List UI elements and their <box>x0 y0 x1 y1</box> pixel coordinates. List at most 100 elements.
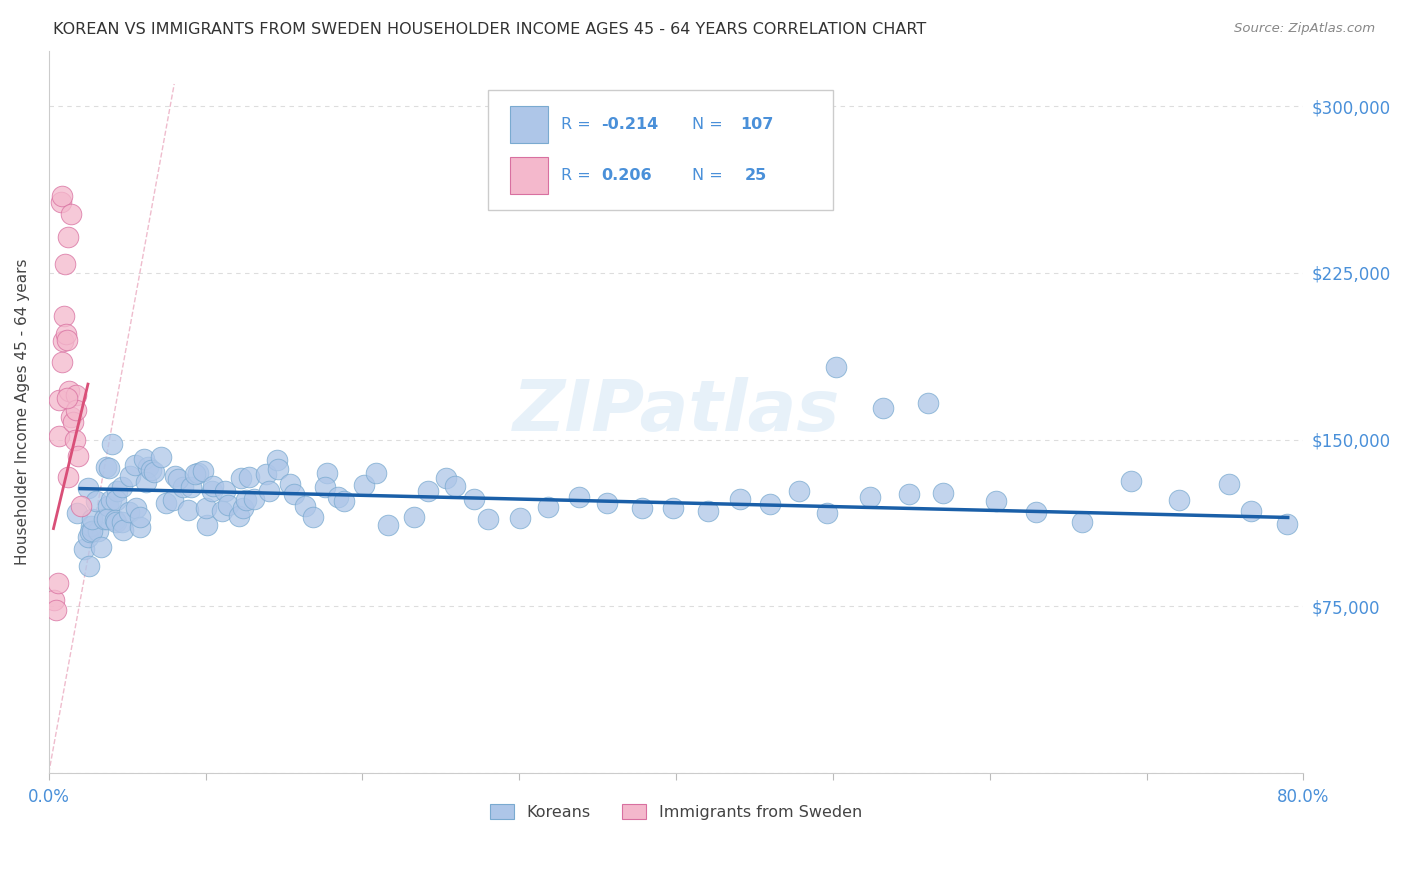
Point <box>117 505 139 519</box>
Point <box>172 480 194 494</box>
Point <box>509 511 531 525</box>
Point <box>1167 493 1189 508</box>
Point <box>404 509 426 524</box>
Point <box>51 355 73 369</box>
Text: N =: N = <box>692 117 723 132</box>
Text: N =: N = <box>692 169 723 183</box>
Point <box>214 484 236 499</box>
Point <box>100 492 122 507</box>
Point <box>53 257 76 271</box>
Point <box>366 467 388 481</box>
Point <box>105 483 128 498</box>
Point <box>155 495 177 509</box>
Point <box>46 576 69 591</box>
Point <box>49 194 72 209</box>
Point <box>125 500 148 515</box>
Point <box>187 466 209 480</box>
Point <box>58 229 80 244</box>
Point <box>48 392 70 407</box>
Point <box>149 450 172 464</box>
Point <box>931 486 953 500</box>
Text: 0.206: 0.206 <box>600 169 651 183</box>
Point <box>333 494 356 508</box>
Point <box>1070 515 1092 529</box>
Text: R =: R = <box>561 169 596 183</box>
Text: KOREAN VS IMMIGRANTS FROM SWEDEN HOUSEHOLDER INCOME AGES 45 - 64 YEARS CORRELATI: KOREAN VS IMMIGRANTS FROM SWEDEN HOUSEHO… <box>53 22 927 37</box>
Point <box>100 437 122 451</box>
Point <box>167 473 190 487</box>
Point <box>315 466 337 480</box>
Point <box>254 467 277 481</box>
Point <box>66 449 89 463</box>
Point <box>163 469 186 483</box>
Point <box>135 475 157 490</box>
Point <box>596 496 619 510</box>
Point <box>58 384 80 399</box>
Point <box>201 484 224 499</box>
Point <box>111 480 134 494</box>
Point <box>79 525 101 540</box>
Point <box>235 493 257 508</box>
Point <box>278 477 301 491</box>
Text: -0.214: -0.214 <box>600 117 658 132</box>
Point <box>48 429 70 443</box>
Point <box>984 494 1007 508</box>
Point <box>56 392 79 406</box>
Point <box>418 483 440 498</box>
Point <box>55 326 77 341</box>
Text: 107: 107 <box>740 117 773 132</box>
Point <box>51 189 73 203</box>
Point <box>266 453 288 467</box>
Point <box>56 470 79 484</box>
Point <box>184 467 207 482</box>
Point <box>86 524 108 538</box>
Point <box>568 490 591 504</box>
Point <box>142 465 165 479</box>
Text: Source: ZipAtlas.com: Source: ZipAtlas.com <box>1234 22 1375 36</box>
Point <box>228 509 250 524</box>
Point <box>60 409 83 424</box>
Point <box>229 471 252 485</box>
Point <box>917 396 939 410</box>
Point <box>51 334 73 348</box>
Point <box>193 464 215 478</box>
Point <box>859 490 882 504</box>
Bar <box>510 106 548 143</box>
Point <box>93 512 115 526</box>
Point <box>631 501 654 516</box>
Point <box>136 460 159 475</box>
Point <box>132 451 155 466</box>
Point <box>97 499 120 513</box>
Point <box>1025 504 1047 518</box>
Point <box>104 492 127 507</box>
Point <box>63 434 86 448</box>
Point <box>243 491 266 506</box>
Point <box>195 517 218 532</box>
Point <box>82 512 104 526</box>
Point <box>326 490 349 504</box>
Point <box>232 501 254 516</box>
FancyBboxPatch shape <box>488 90 832 210</box>
Text: ZIPatlas: ZIPatlas <box>512 377 839 446</box>
Point <box>759 497 782 511</box>
Point <box>314 480 336 494</box>
Point <box>257 483 280 498</box>
Point <box>697 504 720 518</box>
Point <box>60 207 83 221</box>
Point <box>202 479 225 493</box>
Point <box>444 479 467 493</box>
Point <box>65 403 87 417</box>
Point <box>217 498 239 512</box>
Point <box>787 483 810 498</box>
Point <box>1277 516 1299 531</box>
Point <box>66 506 89 520</box>
Text: R =: R = <box>561 117 596 132</box>
Point <box>62 415 84 429</box>
Point <box>80 524 103 539</box>
Point <box>110 515 132 529</box>
Text: 25: 25 <box>745 169 768 183</box>
Point <box>69 499 91 513</box>
Point <box>1218 476 1240 491</box>
Point <box>898 486 921 500</box>
Point <box>90 541 112 555</box>
